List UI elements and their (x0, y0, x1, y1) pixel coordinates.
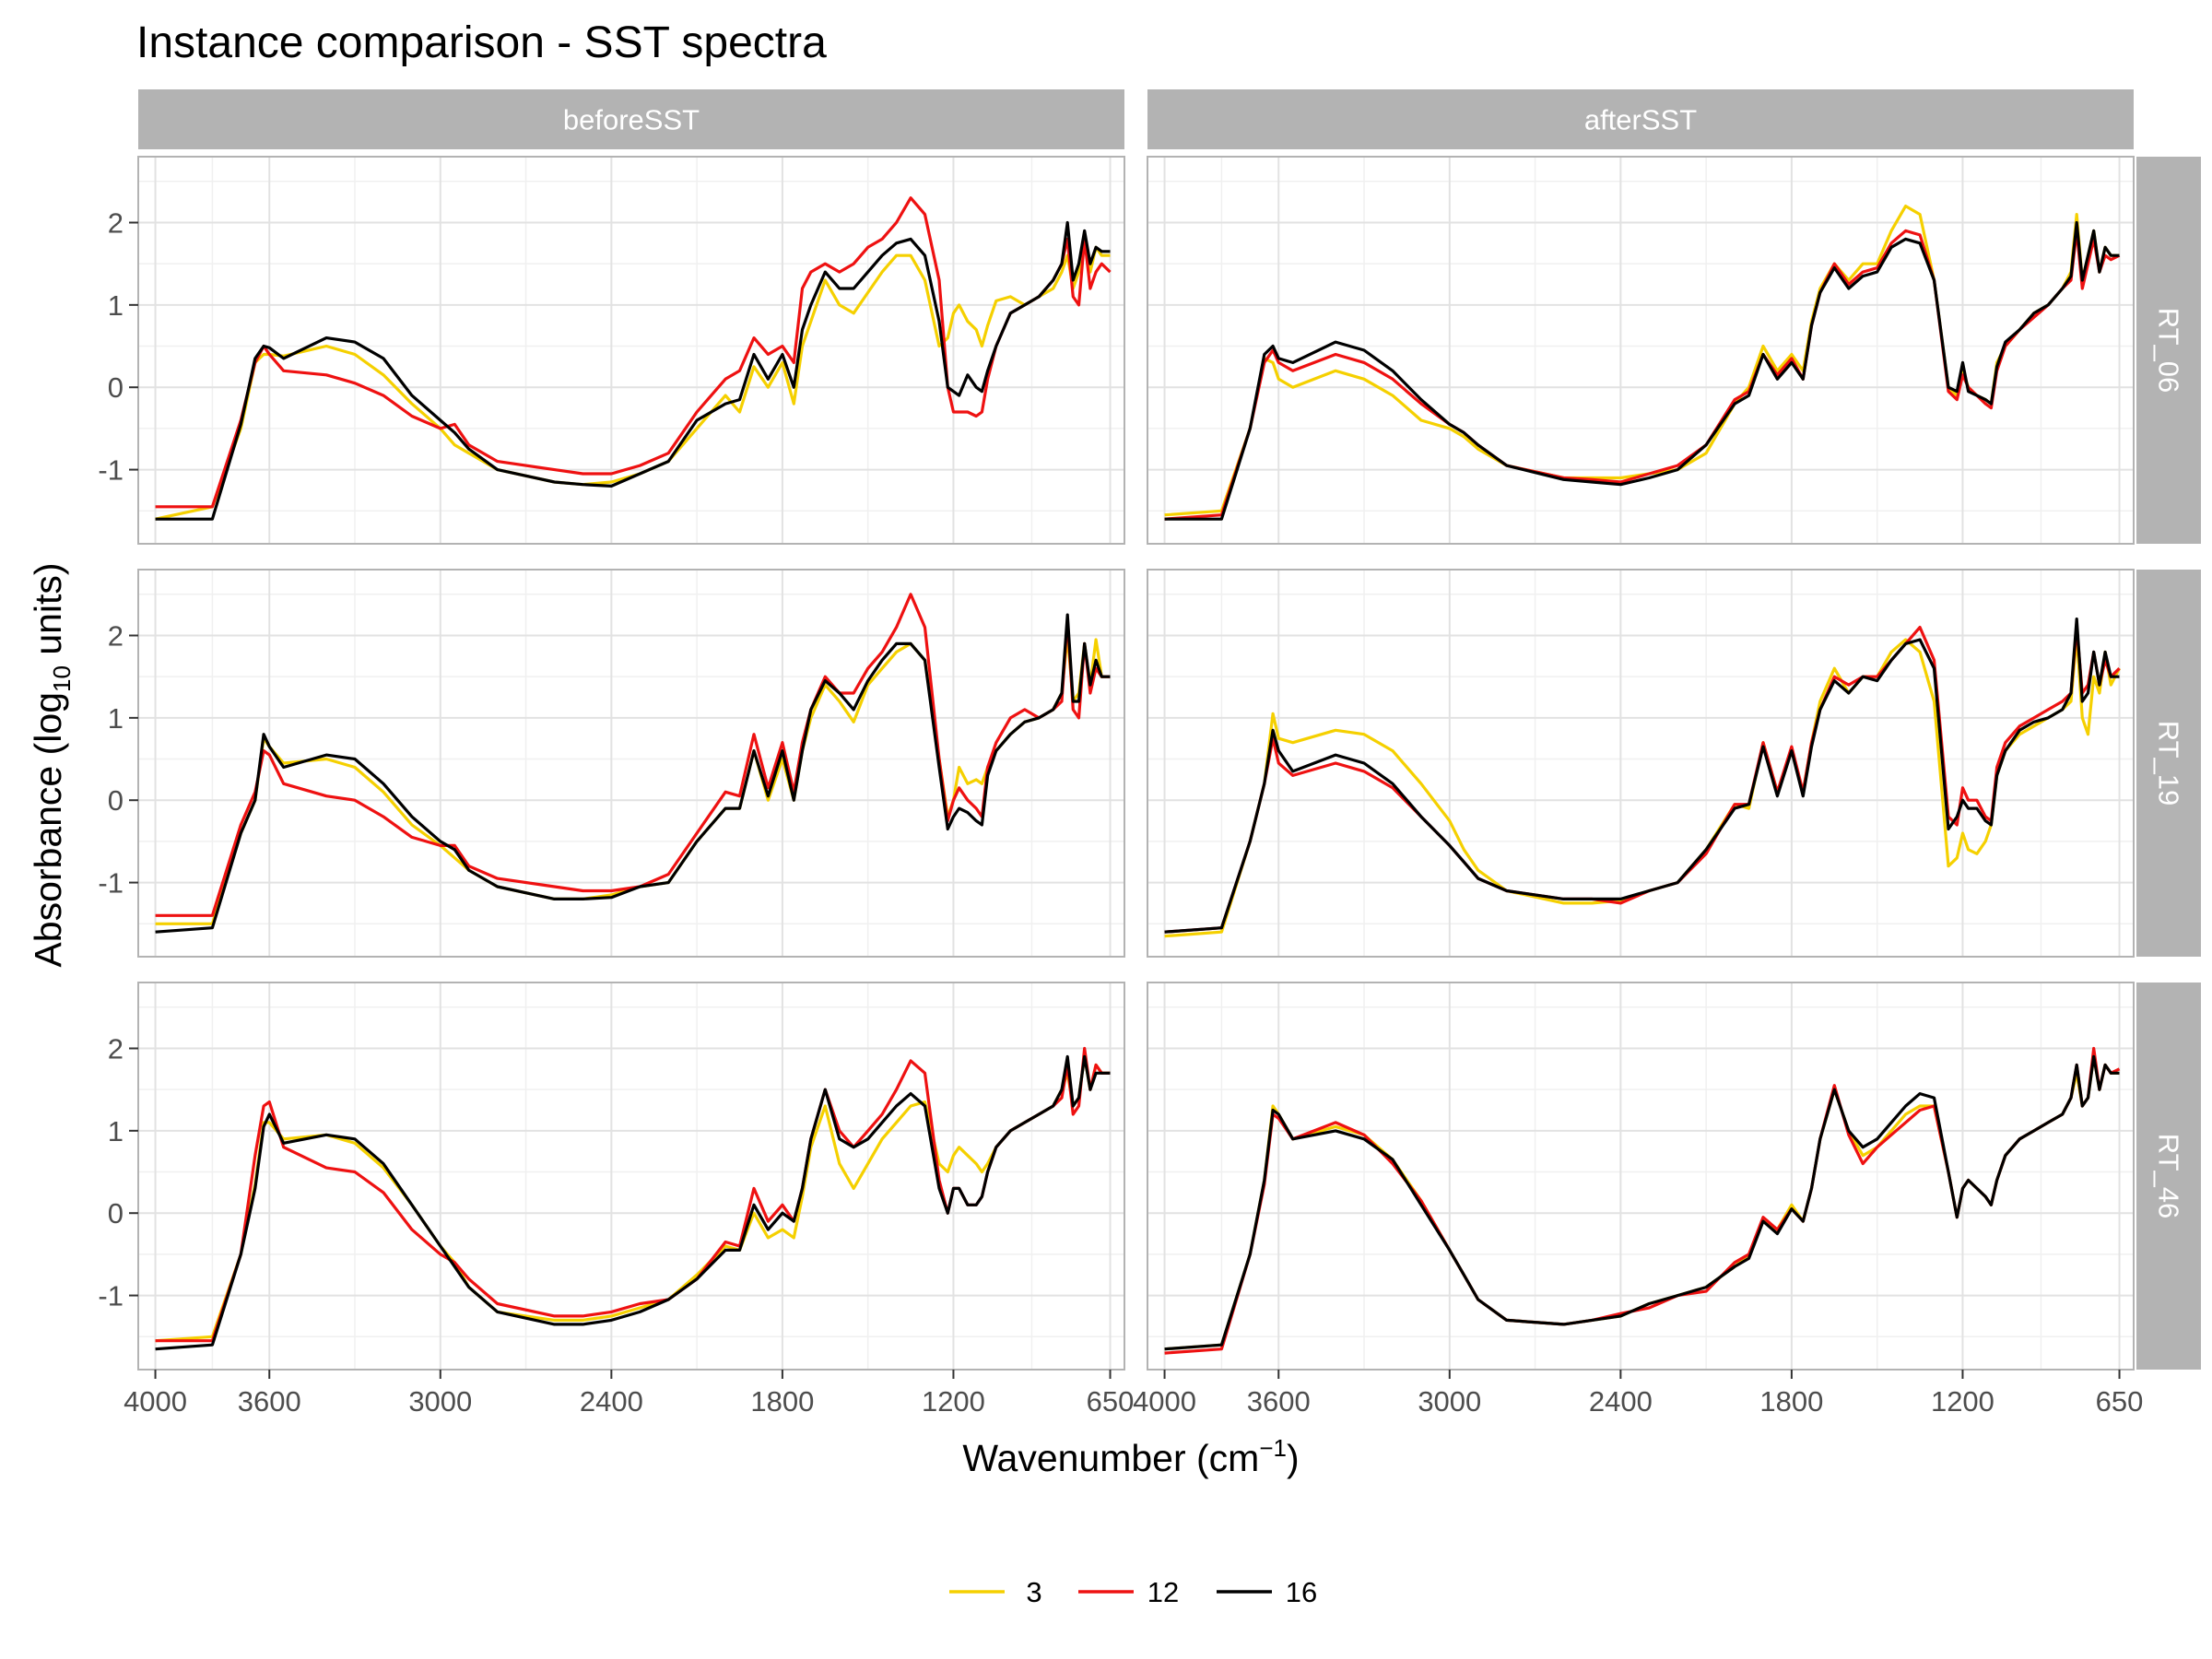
series-line-16 (1164, 617, 2120, 934)
panel-RT_46-beforeSST (137, 982, 1125, 1371)
series-line-16 (155, 613, 1111, 934)
x-tick-label: 2400 (1589, 1385, 1653, 1418)
legend: 3 12 16 (949, 1576, 1317, 1608)
legend-label-16: 16 (1286, 1576, 1317, 1608)
facet-strips: beforeSST afterSST RT_06 RT_19 RT_46 (138, 89, 2201, 1370)
y-tick-label: 0 (108, 784, 124, 817)
x-tick-label: 3600 (1247, 1385, 1311, 1418)
panel-border (137, 569, 1125, 958)
y-tick-label: -1 (98, 1280, 124, 1312)
axes-layer: -1 0 1 2 -1 0 1 2 -1 0 1 2 4000 3600 3000 2400 1800 1200 6… (98, 206, 2143, 1418)
panel-background (1147, 982, 2134, 1370)
series-line-16 (1164, 1054, 2120, 1351)
y-tick-label: 2 (108, 206, 124, 239)
row-strip-label: RT_19 (2153, 721, 2185, 806)
x-tick-label: 4000 (1133, 1385, 1196, 1418)
x-tick-label: 1200 (922, 1385, 985, 1418)
x-axis-title: Wavenumber (cm−1) (962, 1434, 1299, 1479)
legend-label-12: 12 (1147, 1576, 1179, 1608)
series-line-16 (1164, 220, 2120, 521)
panel-border (1147, 156, 2135, 545)
panel-background (1147, 570, 2134, 957)
y-tick-label: 0 (108, 1197, 124, 1230)
x-tick-label: 1200 (1931, 1385, 1994, 1418)
column-strip (1147, 89, 2134, 149)
x-tick-label: 4000 (124, 1385, 187, 1418)
y-tick-label: 1 (108, 702, 124, 735)
y-tick-label: 1 (108, 289, 124, 322)
panel-RT_19-beforeSST (137, 569, 1125, 958)
x-tick-label: 650 (2096, 1385, 2144, 1418)
panel-border (137, 156, 1125, 545)
x-tick-label: 1800 (1759, 1385, 1823, 1418)
x-tick-label: 650 (1087, 1385, 1135, 1418)
y-tick-label: -1 (98, 867, 124, 900)
x-tick-label: 3000 (1418, 1385, 1481, 1418)
series-line-3 (155, 233, 1111, 521)
x-tick-label: 3600 (238, 1385, 301, 1418)
column-strip-label: afterSST (1584, 104, 1697, 136)
row-strip-label: RT_06 (2153, 308, 2185, 394)
panel-RT_06-beforeSST (137, 156, 1125, 545)
series-line-16 (155, 1054, 1111, 1351)
panel-background (1147, 157, 2134, 544)
y-tick-label: 1 (108, 1115, 124, 1147)
panel-RT_06-afterSST (1147, 156, 2135, 545)
column-strip (138, 89, 1124, 149)
row-strip (2136, 570, 2201, 957)
x-tick-label: 3000 (408, 1385, 472, 1418)
y-axis-title: Absorbance (log10 units) (27, 562, 76, 967)
panel-border (1147, 982, 2135, 1371)
panel-border (137, 982, 1125, 1371)
row-strip-label: RT_46 (2153, 1134, 2185, 1219)
legend-label-3: 3 (1026, 1576, 1041, 1608)
panel-RT_19-afterSST (1147, 569, 2135, 958)
panel-background (138, 157, 1124, 544)
series-line-16 (155, 220, 1111, 521)
column-strip-label: beforeSST (563, 104, 700, 136)
panels-layer (137, 156, 2135, 1371)
chart-title: Instance comparison - SST spectra (136, 18, 827, 67)
y-tick-label: 2 (108, 619, 124, 652)
x-tick-label: 1800 (750, 1385, 814, 1418)
y-tick-label: 0 (108, 371, 124, 404)
x-tick-label: 2400 (580, 1385, 643, 1418)
row-strip (2136, 982, 2201, 1370)
panel-RT_46-afterSST (1147, 982, 2135, 1371)
y-tick-label: -1 (98, 454, 124, 487)
y-tick-label: 2 (108, 1032, 124, 1065)
row-strip (2136, 157, 2201, 544)
panel-border (1147, 569, 2135, 958)
